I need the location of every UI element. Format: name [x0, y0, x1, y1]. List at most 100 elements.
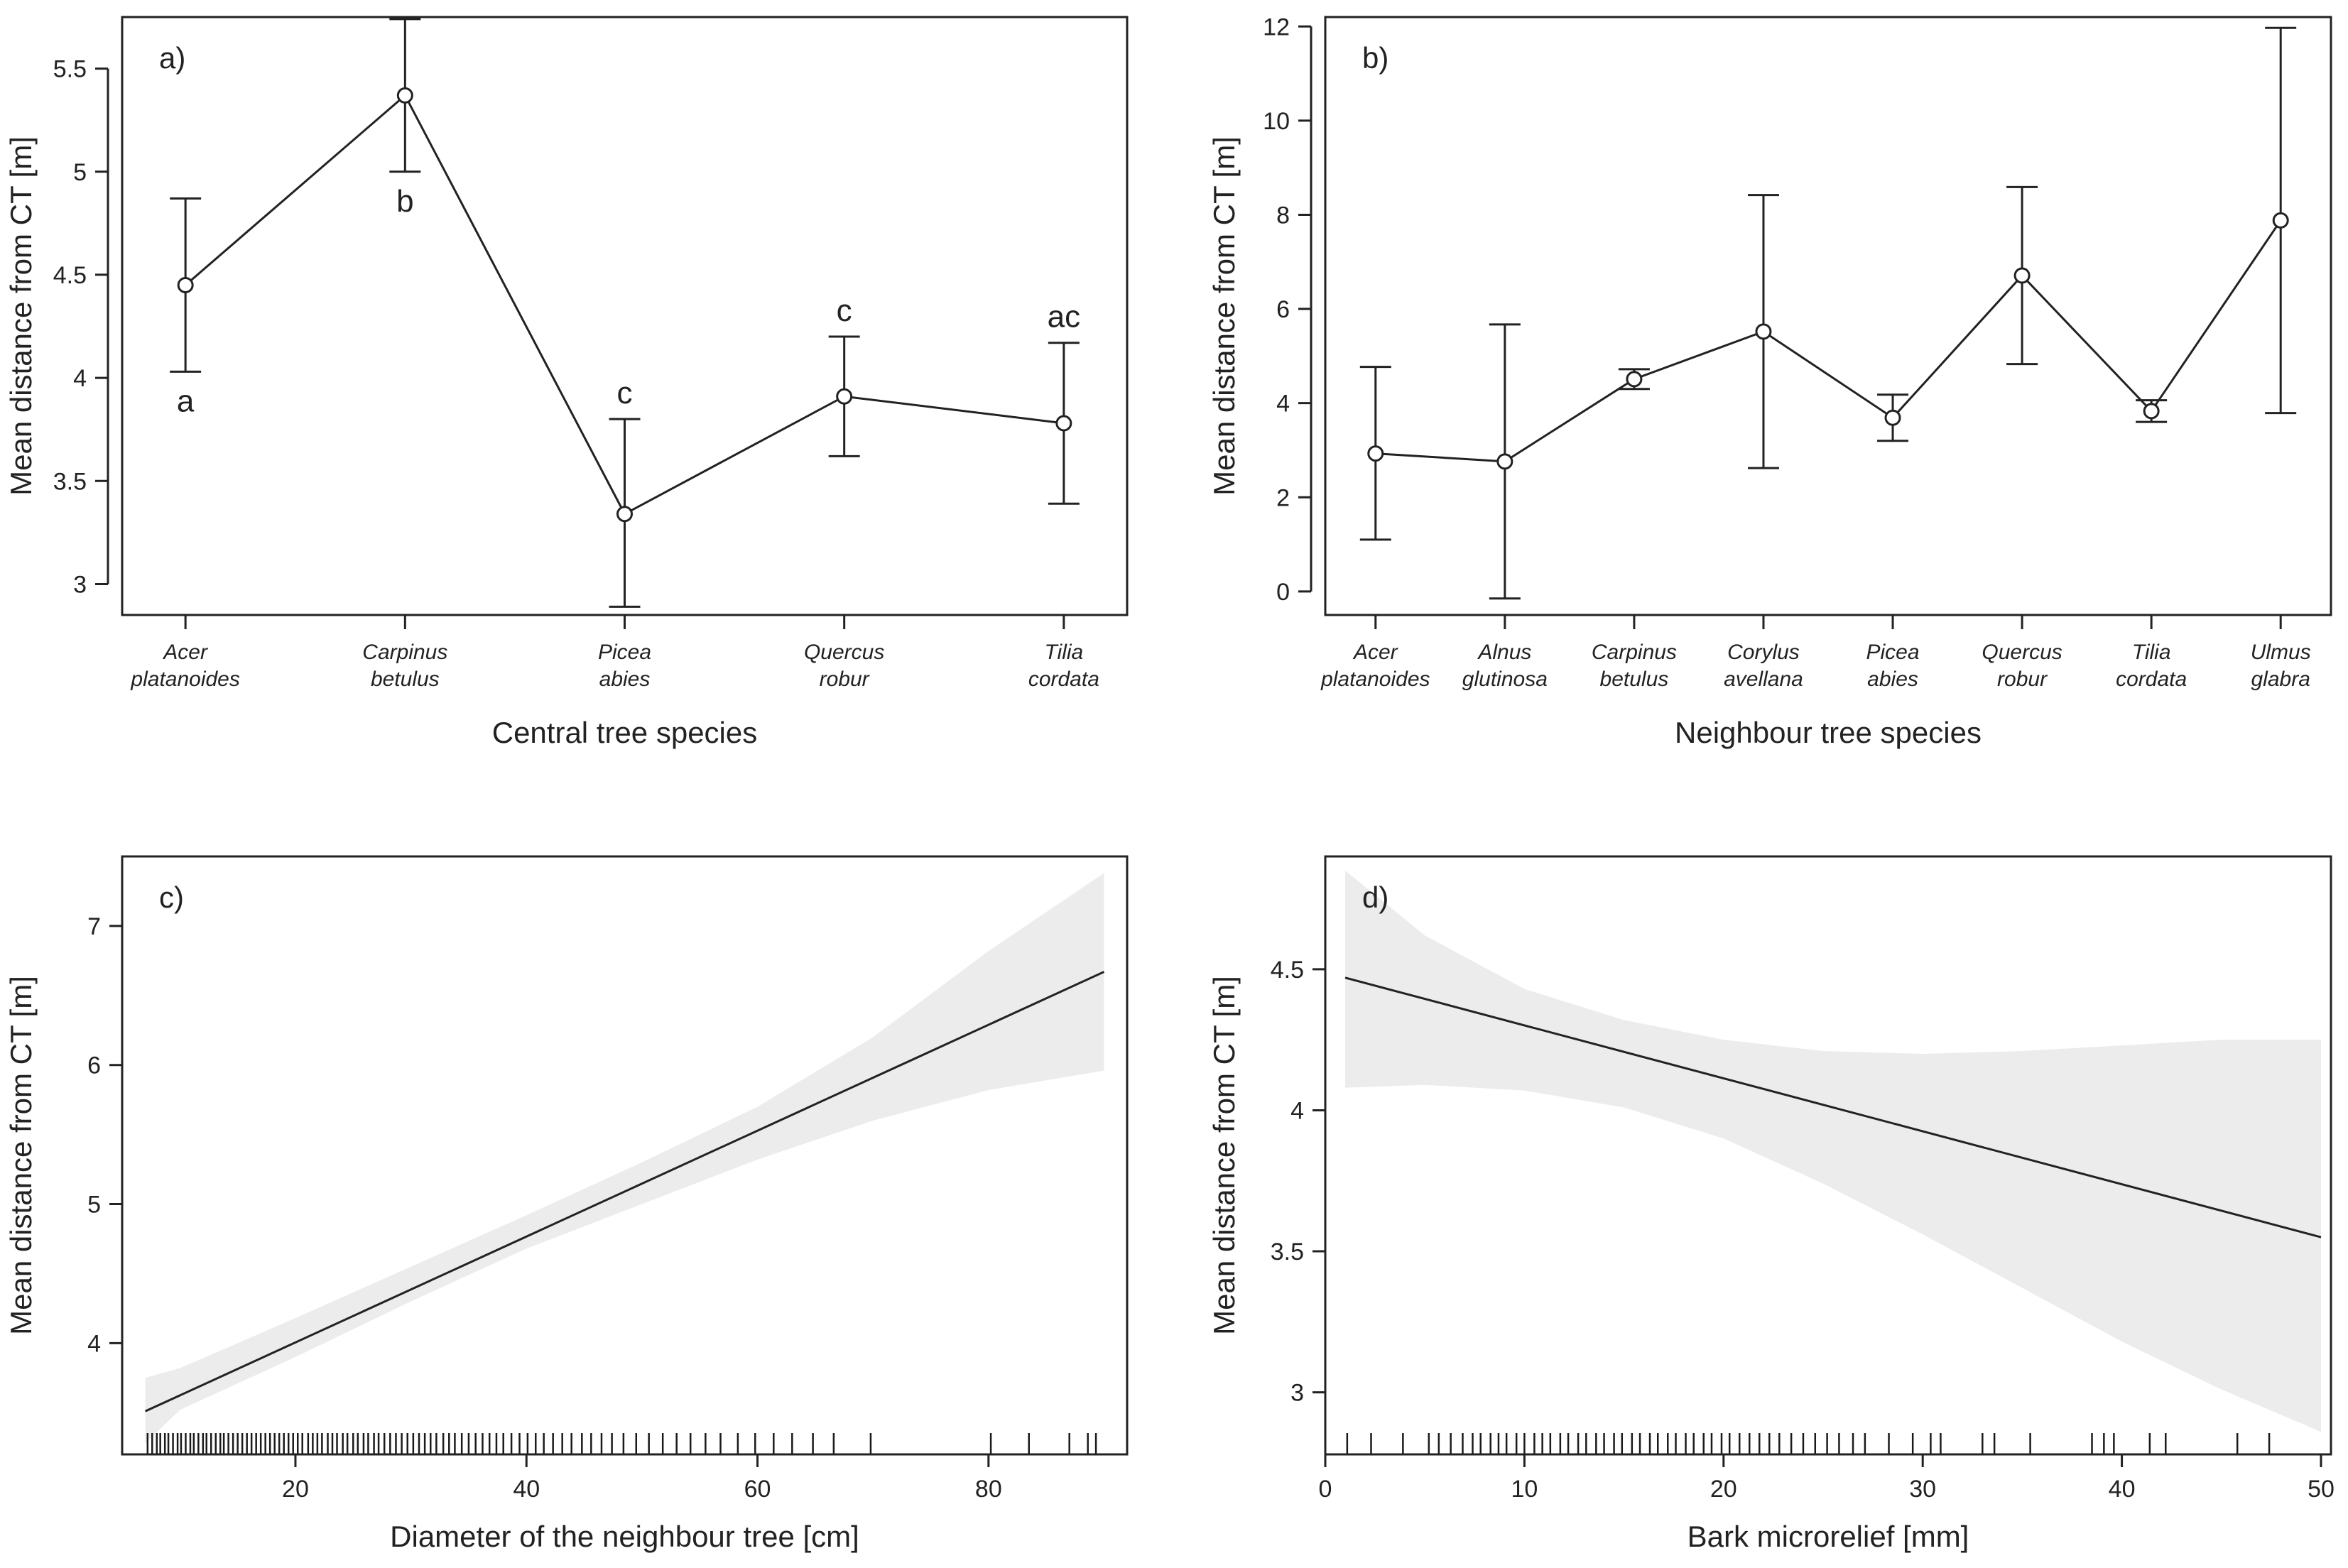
- x-category-label-genus: Picea: [598, 641, 651, 664]
- x-tick-label: 10: [1511, 1476, 1538, 1503]
- x-axis-title: Bark microrelief [mm]: [1687, 1520, 1969, 1553]
- x-category-label-genus: Picea: [1866, 641, 1920, 664]
- y-tick-label: 0: [1276, 579, 1290, 606]
- fitted-line: [144, 971, 1105, 1412]
- y-tick-label: 3: [73, 571, 87, 598]
- plot-frame: [1324, 16, 2332, 616]
- y-tick-label: 5.5: [53, 56, 87, 83]
- x-tick-label: 20: [282, 1476, 309, 1503]
- y-tick-label: 8: [1276, 202, 1290, 229]
- x-category-label-species: betulus: [1600, 668, 1669, 691]
- data-point: [616, 506, 633, 523]
- significance-letter: c: [837, 293, 852, 328]
- significance-letter: ac: [1048, 300, 1080, 334]
- panel-a-chart: a) 3 3.5 4 4.5 5 5.5 Mean distance from CT [m] A…: [4, 16, 1129, 749]
- panel-label: a): [159, 41, 185, 75]
- panel-d-chart: d) 3 3.5 4 4.5 Mean distance from CT [m] 0 10 20…: [1207, 855, 2335, 1553]
- x-category-label-species: avellana: [1724, 668, 1803, 691]
- x-axis-title: Diameter of the neighbour tree [cm]: [390, 1520, 859, 1553]
- data-point: [1755, 323, 1772, 340]
- panel-label: b): [1362, 41, 1388, 75]
- confidence-band: [145, 873, 1104, 1444]
- x-category-label-genus: Tilia: [2132, 641, 2171, 664]
- y-tick-label: 5: [73, 159, 87, 186]
- y-tick-label: 6: [1276, 296, 1290, 323]
- x-category-label-species: cordata: [1028, 668, 1099, 691]
- panel-label: d): [1362, 881, 1388, 914]
- x-category-label-species: betulus: [371, 668, 440, 691]
- x-category-label-species: platanoides: [130, 668, 239, 691]
- x-category-label-genus: Quercus: [804, 641, 884, 664]
- y-tick-label: 3.5: [1271, 1238, 1304, 1265]
- x-category-label-species: glabra: [2251, 668, 2310, 691]
- x-category-label-genus: Tilia: [1044, 641, 1083, 664]
- x-category-label-species: glutinosa: [1462, 668, 1548, 691]
- panel-c-chart: c) 4 5 6 7 Mean distance from CT [m] 20 40 60 80 D…: [4, 855, 1129, 1553]
- x-category-label-genus: Acer: [1352, 641, 1398, 664]
- x-category-label-species: robur: [820, 668, 870, 691]
- y-axis-title: Mean distance from CT [m]: [1207, 976, 1241, 1335]
- y-tick-label: 4: [87, 1330, 101, 1357]
- x-tick-label: 30: [1909, 1476, 1936, 1503]
- y-tick-label: 4: [1290, 1097, 1304, 1124]
- x-category-label-genus: Corylus: [1727, 641, 1800, 664]
- significance-letter: b: [396, 184, 413, 219]
- y-tick-label: 12: [1263, 13, 1290, 40]
- x-axis-title: Central tree species: [492, 716, 758, 749]
- x-tick-label: 40: [513, 1476, 540, 1503]
- x-category-label-species: abies: [599, 668, 651, 691]
- panel-label: c): [159, 881, 184, 914]
- y-tick-label: 4: [73, 365, 87, 392]
- x-tick-label: 40: [2109, 1476, 2136, 1503]
- x-tick-label: 0: [1319, 1476, 1332, 1503]
- x-tick-label: 50: [2308, 1476, 2335, 1503]
- y-tick-label: 3: [1290, 1380, 1304, 1407]
- data-point: [2272, 212, 2289, 229]
- x-tick-label: 80: [975, 1476, 1002, 1503]
- x-tick-label: 20: [1710, 1476, 1737, 1503]
- y-tick-label: 4.5: [1271, 957, 1304, 984]
- data-point: [2013, 267, 2031, 284]
- x-category-label-genus: Alnus: [1477, 641, 1531, 664]
- x-category-label-genus: Ulmus: [2251, 641, 2311, 664]
- data-point: [1367, 445, 1384, 462]
- x-category-label-genus: Carpinus: [1592, 641, 1677, 664]
- x-category-label-genus: Acer: [162, 641, 208, 664]
- data-point: [836, 388, 853, 405]
- data-point: [1055, 415, 1072, 432]
- data-point: [2143, 403, 2160, 420]
- x-category-label-genus: Quercus: [1982, 641, 2062, 664]
- y-tick-label: 5: [87, 1192, 101, 1219]
- y-tick-label: 6: [87, 1052, 101, 1079]
- y-axis-title: Mean distance from CT [m]: [4, 976, 38, 1335]
- y-axis-title: Mean distance from CT [m]: [4, 136, 38, 496]
- x-category-label-species: abies: [1867, 668, 1918, 691]
- fitted-line: [1344, 976, 2322, 1238]
- series-line: [1375, 219, 2282, 463]
- y-axis-title: Mean distance from CT [m]: [1207, 136, 1241, 496]
- plot-frame: [1324, 855, 2332, 1456]
- x-tick-label: 60: [744, 1476, 771, 1503]
- y-tick-label: 2: [1276, 484, 1290, 511]
- x-category-label-species: cordata: [2116, 668, 2187, 691]
- y-tick-label: 4: [1276, 391, 1290, 418]
- panel-b-chart: b) 0 2 4 6 8 10 12 Mean distance from CT [m] Acer…: [1207, 13, 2332, 749]
- x-category-label-species: platanoides: [1320, 668, 1430, 691]
- data-point: [177, 276, 194, 293]
- significance-letter: c: [617, 376, 633, 410]
- data-point: [1496, 453, 1513, 470]
- x-category-label-species: robur: [1997, 668, 2048, 691]
- data-point: [1626, 371, 1643, 388]
- y-tick-label: 10: [1263, 108, 1290, 135]
- y-tick-label: 7: [87, 913, 101, 940]
- x-category-label-genus: Carpinus: [362, 641, 447, 664]
- x-axis-title: Neighbour tree species: [1675, 716, 1982, 749]
- data-point: [396, 87, 413, 104]
- data-point: [1884, 409, 1901, 426]
- confidence-band: [1345, 870, 2321, 1432]
- y-tick-label: 3.5: [53, 468, 87, 495]
- y-tick-label: 4.5: [53, 262, 87, 289]
- significance-letter: a: [177, 383, 195, 418]
- plot-frame: [121, 855, 1129, 1456]
